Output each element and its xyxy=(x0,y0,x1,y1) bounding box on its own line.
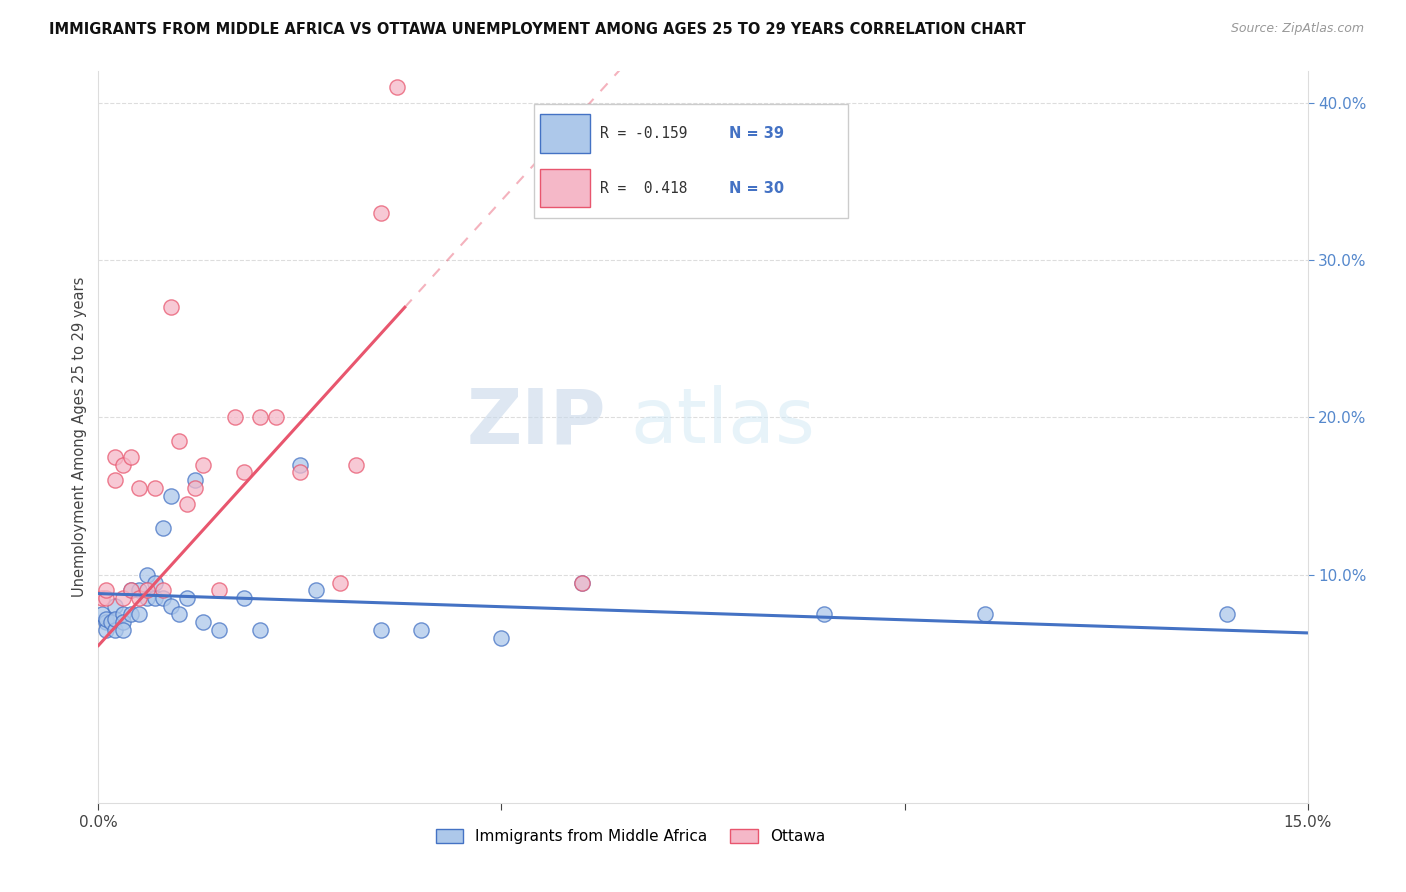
Text: IMMIGRANTS FROM MIDDLE AFRICA VS OTTAWA UNEMPLOYMENT AMONG AGES 25 TO 29 YEARS C: IMMIGRANTS FROM MIDDLE AFRICA VS OTTAWA … xyxy=(49,22,1026,37)
Point xyxy=(152,520,174,534)
Point xyxy=(111,615,134,629)
Text: ZIP: ZIP xyxy=(467,385,606,459)
Point xyxy=(249,410,271,425)
Point xyxy=(305,583,328,598)
Point xyxy=(120,450,142,464)
Point xyxy=(96,615,118,629)
Point xyxy=(111,607,134,621)
Point xyxy=(370,206,392,220)
Point xyxy=(232,591,254,606)
Point xyxy=(176,497,198,511)
Point xyxy=(96,583,118,598)
Legend: Immigrants from Middle Africa, Ottawa: Immigrants from Middle Africa, Ottawa xyxy=(429,822,831,850)
Point xyxy=(128,607,150,621)
Point xyxy=(571,575,593,590)
Point xyxy=(193,615,215,629)
Point xyxy=(135,591,157,606)
Point xyxy=(91,591,114,606)
Point xyxy=(208,583,231,598)
Point xyxy=(128,583,150,598)
Point xyxy=(208,623,231,637)
Point xyxy=(184,481,207,495)
Point xyxy=(491,631,513,645)
Point xyxy=(96,623,118,637)
Point xyxy=(176,591,198,606)
Point xyxy=(96,612,118,626)
Point xyxy=(143,481,166,495)
Point xyxy=(120,583,142,598)
Point xyxy=(143,575,166,590)
Text: atlas: atlas xyxy=(630,385,815,459)
Point xyxy=(232,466,254,480)
Point xyxy=(1216,607,1239,621)
Point xyxy=(264,410,287,425)
Point xyxy=(128,591,150,606)
Point xyxy=(385,80,408,95)
Point xyxy=(111,458,134,472)
Point xyxy=(288,458,311,472)
Point xyxy=(135,583,157,598)
Point xyxy=(974,607,997,621)
Point xyxy=(111,623,134,637)
Text: Source: ZipAtlas.com: Source: ZipAtlas.com xyxy=(1230,22,1364,36)
Point xyxy=(120,607,142,621)
Point xyxy=(103,450,125,464)
Point xyxy=(135,567,157,582)
Point xyxy=(224,410,246,425)
Point xyxy=(160,489,183,503)
Point xyxy=(120,583,142,598)
Point xyxy=(143,591,166,606)
Point xyxy=(193,458,215,472)
Point xyxy=(409,623,432,637)
Point xyxy=(111,591,134,606)
Point xyxy=(96,591,118,606)
Point xyxy=(249,623,271,637)
Point xyxy=(370,623,392,637)
Point xyxy=(103,623,125,637)
Point xyxy=(571,575,593,590)
Point xyxy=(128,481,150,495)
Point xyxy=(91,607,114,621)
Point xyxy=(288,466,311,480)
Point xyxy=(160,301,183,315)
Point xyxy=(813,607,835,621)
Point xyxy=(184,473,207,487)
Point xyxy=(160,599,183,614)
Point xyxy=(100,615,122,629)
Y-axis label: Unemployment Among Ages 25 to 29 years: Unemployment Among Ages 25 to 29 years xyxy=(72,277,87,598)
Point xyxy=(344,458,367,472)
Point xyxy=(103,473,125,487)
Point xyxy=(167,434,190,448)
Point xyxy=(103,612,125,626)
Point xyxy=(152,591,174,606)
Point xyxy=(167,607,190,621)
Point xyxy=(103,599,125,614)
Point xyxy=(329,575,352,590)
Point xyxy=(152,583,174,598)
